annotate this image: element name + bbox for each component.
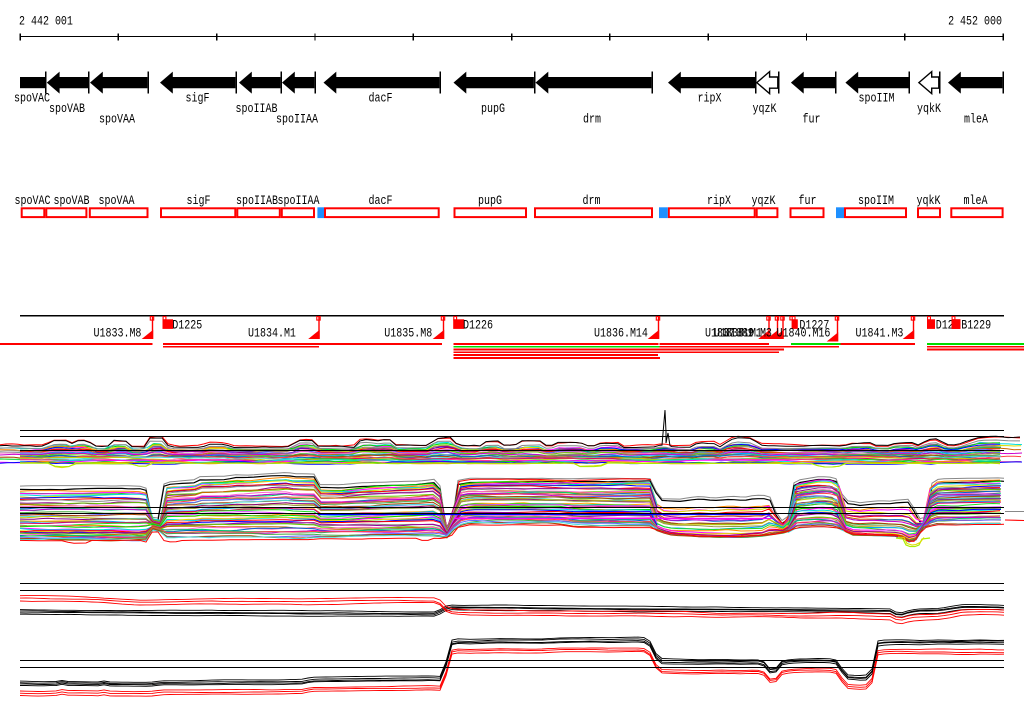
svg-text:pupG: pupG bbox=[481, 102, 505, 117]
svg-text:U1839.M3: U1839.M3 bbox=[724, 327, 772, 342]
svg-text:mleA: mleA bbox=[964, 194, 988, 209]
svg-text:spoVAA: spoVAA bbox=[99, 194, 135, 209]
svg-text:2 452 000: 2 452 000 bbox=[948, 14, 1002, 29]
svg-text:spoVAC: spoVAC bbox=[14, 91, 50, 106]
svg-text:spoIIAB: spoIIAB bbox=[236, 194, 278, 209]
svg-text:ripX: ripX bbox=[698, 91, 722, 106]
svg-text:yqkK: yqkK bbox=[917, 102, 941, 117]
svg-text:yqkK: yqkK bbox=[917, 194, 941, 209]
svg-text:D1226: D1226 bbox=[463, 319, 493, 334]
svg-text:sigF: sigF bbox=[186, 91, 210, 106]
svg-text:U1841.M3: U1841.M3 bbox=[856, 327, 904, 342]
svg-text:B1229: B1229 bbox=[961, 319, 991, 334]
svg-text:U1836.M14: U1836.M14 bbox=[594, 327, 648, 342]
svg-text:D1225: D1225 bbox=[172, 319, 202, 334]
svg-text:spoVAB: spoVAB bbox=[49, 102, 85, 117]
svg-text:D1227: D1227 bbox=[799, 319, 829, 334]
svg-text:yqzK: yqzK bbox=[753, 102, 777, 117]
svg-text:U1837.M1: U1837.M1 bbox=[705, 327, 753, 342]
svg-text:U1838.M1: U1838.M1 bbox=[714, 327, 762, 342]
svg-text:yqzK: yqzK bbox=[752, 194, 776, 209]
svg-text:mleA: mleA bbox=[964, 112, 988, 127]
svg-text:drm: drm bbox=[583, 112, 601, 127]
svg-text:U1840.M16: U1840.M16 bbox=[777, 327, 831, 342]
svg-text:spoVAC: spoVAC bbox=[15, 194, 51, 209]
svg-text:spoIIM: spoIIM bbox=[858, 194, 894, 209]
svg-text:2 442 001: 2 442 001 bbox=[19, 14, 73, 29]
svg-text:fur: fur bbox=[799, 194, 817, 209]
svg-text:spoIIAA: spoIIAA bbox=[276, 112, 318, 127]
svg-text:sigF: sigF bbox=[187, 194, 211, 209]
svg-text:fur: fur bbox=[803, 112, 821, 127]
svg-text:dacF: dacF bbox=[369, 91, 393, 106]
svg-text:spoVAB: spoVAB bbox=[54, 194, 90, 209]
svg-text:pupG: pupG bbox=[478, 194, 502, 209]
svg-text:spoIIAA: spoIIAA bbox=[278, 194, 320, 209]
svg-text:spoVAA: spoVAA bbox=[99, 112, 135, 127]
svg-text:U1833.M8: U1833.M8 bbox=[94, 327, 142, 342]
svg-text:spoIIAB: spoIIAB bbox=[236, 102, 278, 117]
svg-text:dacF: dacF bbox=[369, 194, 393, 209]
svg-text:drm: drm bbox=[583, 194, 601, 209]
svg-text:U1835.M8: U1835.M8 bbox=[384, 327, 432, 342]
svg-text:spoIIM: spoIIM bbox=[859, 91, 895, 106]
svg-text:ripX: ripX bbox=[707, 194, 731, 209]
svg-text:U1834.M1: U1834.M1 bbox=[248, 327, 296, 342]
